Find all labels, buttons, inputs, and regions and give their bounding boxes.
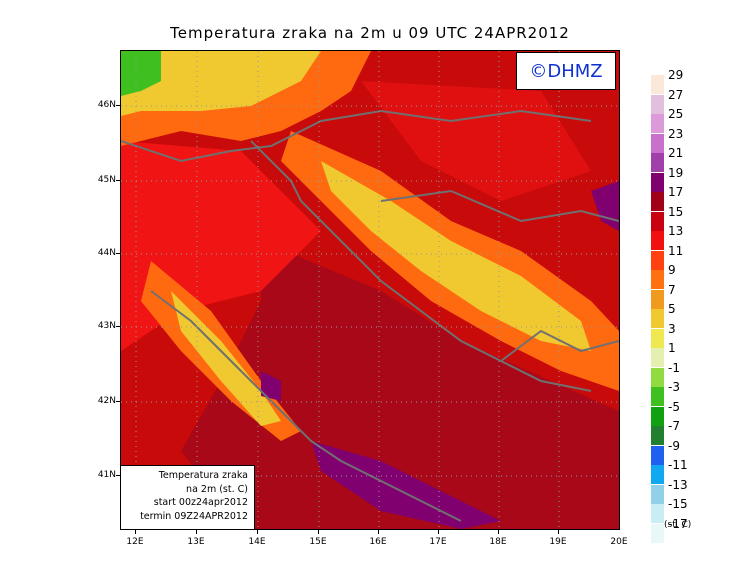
legend-label: 23	[668, 126, 684, 141]
coastline-italy	[150, 290, 462, 522]
legend-label: 13	[668, 224, 684, 238]
lat-tick	[116, 253, 120, 254]
lat-label-46n: 46N	[97, 100, 116, 110]
legend-label: 11	[668, 243, 684, 258]
info-line-4: termin 09Z24APR2012	[140, 510, 248, 522]
legend-label: -5	[668, 399, 680, 414]
legend-swatch	[651, 387, 664, 406]
coastline-east	[250, 140, 592, 392]
legend-units: (st. C)	[664, 520, 692, 530]
legend-label: -17	[668, 516, 688, 531]
legend-swatch	[651, 211, 664, 231]
lon-label-13e: 13E	[187, 537, 205, 547]
legend-label: -7	[668, 419, 680, 433]
sea-purple	[311, 441, 501, 529]
legend-label: 3	[668, 321, 676, 336]
legend-swatch	[651, 192, 664, 211]
map-title: Temperatura zraka na 2m u 09 UTC 24APR20…	[170, 24, 570, 42]
grid-lines	[121, 51, 619, 529]
legend-swatch	[651, 445, 664, 465]
legend-label: -13	[668, 477, 688, 492]
legend-swatch	[651, 523, 664, 543]
legend-label: 21	[668, 146, 684, 160]
legend-swatch	[651, 133, 664, 153]
legend-label: 19	[668, 165, 684, 180]
legend-swatch	[651, 309, 664, 328]
lon-label-17e: 17E	[429, 537, 447, 547]
legend-label: 25	[668, 107, 684, 121]
lon-label-16e: 16E	[369, 537, 387, 547]
legend-label: 17	[668, 185, 684, 199]
legend-label: -3	[668, 380, 680, 394]
lat-label-41n: 41N	[97, 470, 116, 480]
legend-label: -11	[668, 458, 688, 472]
legend-swatch	[651, 289, 664, 309]
legend-swatch	[651, 250, 664, 270]
lon-label-12e: 12E	[126, 537, 144, 547]
legend-label: -1	[668, 360, 680, 375]
legend-swatch	[651, 426, 664, 445]
lon-tick	[196, 530, 197, 534]
border-north	[121, 109, 592, 163]
lon-label-18e: 18E	[489, 537, 507, 547]
border-bosnia	[380, 189, 619, 223]
lat-label-42n: 42N	[97, 396, 116, 406]
legend-swatch	[651, 406, 664, 426]
legend-swatch	[651, 114, 664, 133]
lat-label-44n: 44N	[97, 248, 116, 258]
legend-swatch	[651, 465, 664, 484]
lat-tick	[116, 180, 120, 181]
sea-warm-region	[181, 241, 619, 529]
legend-swatch	[651, 231, 664, 250]
apennine-yellow	[171, 291, 281, 426]
lon-label-15e: 15E	[309, 537, 327, 547]
legend-swatch	[651, 504, 664, 523]
north-warm-region	[361, 81, 591, 201]
lon-tick	[558, 530, 559, 534]
lon-tick	[498, 530, 499, 534]
lon-tick	[438, 530, 439, 534]
lat-tick	[116, 401, 120, 402]
alps-green	[121, 51, 161, 96]
legend-label: 27	[668, 87, 684, 102]
legend-swatch	[651, 367, 664, 387]
legend-swatch	[651, 94, 664, 114]
legend-label: 7	[668, 282, 676, 297]
legend-swatch	[651, 348, 664, 367]
lat-label-45n: 45N	[97, 175, 116, 185]
lon-tick	[318, 530, 319, 534]
legend-swatch	[651, 328, 664, 348]
legend-swatch	[651, 172, 664, 192]
lat-tick	[116, 475, 120, 476]
legend-label: 29	[668, 68, 684, 82]
lon-tick	[378, 530, 379, 534]
legend-label: 1	[668, 341, 676, 355]
info-line-1: Temperatura zraka	[158, 470, 248, 481]
legend-label: -15	[668, 497, 688, 511]
lon-label-19e: 19E	[549, 537, 567, 547]
legend-label: 5	[668, 302, 676, 316]
legend-label: -9	[668, 438, 680, 453]
lon-label-14e: 14E	[248, 537, 266, 547]
border-montenegro	[500, 329, 619, 362]
dhmz-logo: ©DHMZ	[516, 52, 616, 90]
lat-tick	[116, 326, 120, 327]
info-line-2: na 2m (st. C)	[186, 483, 248, 495]
dinaric-yellow	[321, 161, 591, 351]
lon-tick	[135, 530, 136, 534]
lat-label-43n: 43N	[97, 321, 116, 331]
lon-label-20e: 20E	[610, 537, 628, 547]
legend-swatch	[651, 153, 664, 172]
legend-swatch	[651, 75, 664, 94]
alps-yellow	[121, 51, 321, 116]
lat-tick	[116, 105, 120, 106]
temperature-map	[120, 50, 620, 530]
legend-label: 9	[668, 263, 676, 277]
legend-swatch	[651, 484, 664, 504]
lon-tick	[257, 530, 258, 534]
info-line-3: start 00z24apr2012	[153, 497, 248, 508]
info-box: Temperatura zraka na 2m (st. C) start 00…	[120, 465, 255, 530]
legend-label: 15	[668, 204, 684, 219]
legend-swatch	[651, 270, 664, 289]
